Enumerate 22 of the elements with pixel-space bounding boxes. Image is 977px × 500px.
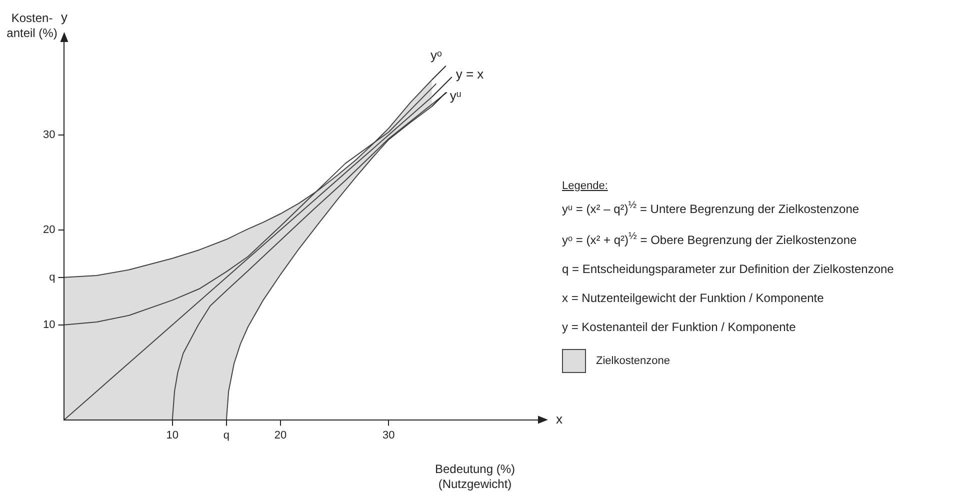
text: x = Nutzenteilgewicht der Funktion / Komponente [562,291,825,305]
y-tick-label: 10 [42,318,56,331]
legend-title: Legende: [562,180,609,192]
text: x [556,411,563,426]
x-tick-label: 10 [166,429,178,442]
text: yᵒ = (x² + q²)$^{½}$ = Obere Begrenzung der Zielkostenzone [562,231,858,247]
y-tick-label: 20 [42,224,56,236]
x-tick-label: 30 [382,429,395,442]
x-tick-label: q [223,429,230,442]
series-label: yᵒ [430,47,442,62]
y-tick-label: 30 [42,128,56,141]
text: q = Entscheidungsparameter zur Definition der Zielkostenzone [562,262,894,276]
text: y [60,10,68,25]
text: Zielkostenzone [596,355,670,367]
series-label: yᵘ [450,88,462,104]
y-tick-label: q [49,271,56,284]
text: y = x [456,66,484,82]
y-axis-title: Kosten- anteil (%) [6,11,58,40]
x-tick-label: 20 [274,429,287,442]
x-axis-title: Bedeutung (%) (Nutzgewicht) [434,462,516,491]
text: yᵘ = (x² – q²)$^{½}$ = Untere Begrenzung der Zielkostenzone [562,200,860,216]
text: y = Kostenanteil der Funktion / Komponente [562,320,797,334]
